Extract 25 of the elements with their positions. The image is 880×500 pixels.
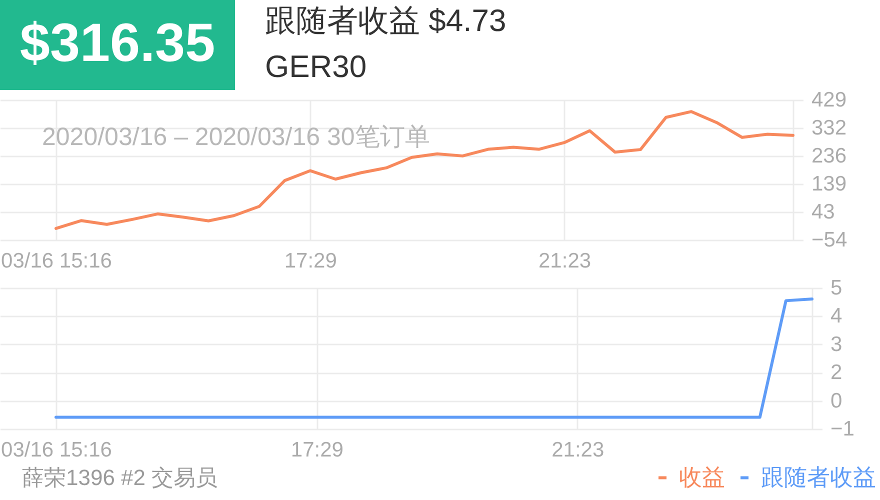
y-tick-label: 5: [830, 276, 842, 300]
y-tick-label: 139: [812, 172, 847, 196]
y-tick-label: 43: [812, 200, 835, 224]
y-tick-label: 332: [812, 116, 847, 140]
y-tick-label: 0: [830, 389, 842, 412]
x-tick-label: 17:29: [284, 250, 337, 272]
x-tick-label: 17:29: [290, 438, 344, 462]
y-tick-label: 236: [812, 144, 847, 168]
y-tick-label: 2: [830, 361, 842, 384]
y-tick-label: −54: [812, 228, 848, 252]
text: $316.35: [20, 13, 216, 73]
annotation: 2020/03/16 – 2020/03/16 30笔订单: [42, 123, 430, 151]
legend-label: 收益: [679, 464, 725, 490]
text: 跟随者收益 $4.73: [265, 3, 506, 38]
y-tick-label: 3: [830, 332, 842, 356]
x-tick-label: 21:23: [552, 438, 604, 462]
x-tick-label: 03/16 15:16: [1, 438, 112, 462]
text: 薛荣1396 #2 交易员: [22, 465, 218, 490]
y-tick-label: −1: [830, 418, 854, 440]
legend-label: 跟随者收益: [761, 464, 876, 490]
text: GER30: [265, 49, 367, 84]
y-tick-label: 429: [812, 88, 847, 112]
x-tick-label: 03/16 15:16: [1, 250, 112, 272]
y-tick-label: 4: [830, 304, 842, 328]
x-tick-label: 21:23: [538, 250, 592, 272]
